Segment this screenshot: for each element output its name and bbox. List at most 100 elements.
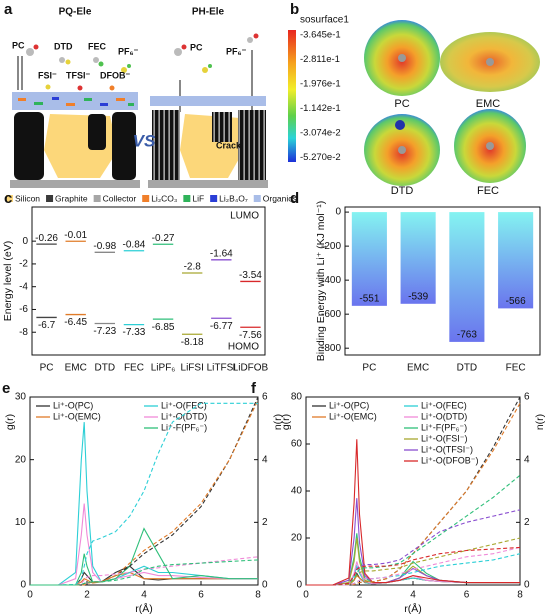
x-tick-label: PC — [362, 363, 376, 374]
x-tick-label: 4 — [410, 590, 416, 601]
panel-label: f — [251, 380, 257, 397]
scene-title: PQ-Ele — [59, 7, 92, 18]
y-tick-label: 30 — [15, 392, 27, 403]
y-tick-label: -6 — [19, 304, 28, 315]
molecule-label: DTD — [391, 185, 414, 197]
bar — [498, 212, 534, 309]
x-tick-label: FEC — [124, 363, 144, 374]
value-label: -7.56 — [239, 330, 262, 341]
y-tick-label: -4 — [19, 281, 28, 292]
colorbar — [288, 30, 296, 162]
x-tick-label: 4 — [141, 590, 147, 601]
y2-tick-label: 0 — [524, 580, 530, 591]
colorbar-title: sosurface1 — [300, 15, 349, 26]
colorbar-tick: -1.976e-1 — [300, 79, 341, 90]
n-curve — [30, 402, 258, 586]
y2-axis-label: n(r) — [534, 414, 546, 430]
legend-label: Li⁺-O(EMC) — [329, 411, 377, 421]
g-curve — [306, 439, 520, 586]
g-curve — [30, 527, 258, 586]
value-label: -2.8 — [184, 262, 202, 273]
panel-label: a — [4, 1, 13, 18]
legend: Silicon Graphite Collector Li₂CO₃ LiF Li₂B₄O₇… — [6, 193, 297, 203]
x-tick-label: LiDFOB — [233, 363, 269, 374]
value-label: -0.98 — [93, 241, 116, 252]
x-tick-label: DTD — [457, 363, 478, 374]
x-tick-label: 8 — [255, 590, 261, 601]
y-tick-label: 20 — [291, 533, 303, 544]
n-curve — [306, 396, 521, 586]
y-tick-label: 0 — [20, 580, 26, 591]
g-curve — [306, 498, 520, 586]
colorbar-tick: -1.142e-1 — [300, 103, 341, 114]
legend-label: LiF — [192, 193, 204, 203]
n-curve — [306, 537, 521, 586]
panel-label: c — [4, 190, 12, 207]
y-axis-label: g(r) — [4, 414, 16, 430]
value-label: -6.7 — [38, 320, 56, 331]
legend-label: Li⁺-O(DTD) — [161, 411, 207, 421]
legend-label: Graphite — [55, 193, 88, 203]
panel-label: d — [290, 190, 299, 207]
species-label: PC — [190, 42, 203, 52]
y-axis-label: Energy level (eV) — [2, 241, 14, 322]
value-label: -763 — [457, 330, 477, 341]
value-label: -0.84 — [123, 239, 146, 250]
y-tick-label: 10 — [15, 517, 27, 528]
y-tick-label: 60 — [291, 439, 303, 450]
y-tick-label: 0 — [22, 236, 28, 247]
vs-label: VS — [133, 131, 156, 150]
x-tick-label: PC — [40, 363, 54, 374]
x-tick-label: LiPF₆ — [151, 363, 176, 374]
bar — [400, 212, 436, 304]
y-tick-label: 80 — [291, 392, 303, 403]
n-curve — [30, 559, 259, 586]
species-label: FEC — [88, 41, 107, 51]
y-tick-label: -200 — [321, 241, 341, 252]
molecule-label: PC — [394, 98, 409, 110]
legend-label: Li⁺-O(FSI⁻) — [421, 433, 468, 443]
species-label: FSI⁻ — [38, 70, 57, 80]
legend-label: Li⁺-O(PC) — [329, 400, 369, 410]
value-label: -6.85 — [152, 322, 175, 333]
value-label: -7.23 — [93, 326, 116, 337]
panel-label: b — [290, 1, 299, 18]
panel-label: e — [2, 380, 10, 397]
species-label: TFSI⁻ — [66, 70, 90, 80]
value-label: -3.54 — [239, 270, 262, 281]
legend-label: Li⁺-O(FEC) — [161, 400, 207, 410]
n-curve — [306, 546, 521, 586]
legend-label: Li⁺-O(TFSI⁻) — [421, 444, 473, 454]
bar — [449, 212, 485, 342]
value-label: -566 — [506, 296, 526, 307]
legend-label: Li⁺-F(PF₆⁻) — [161, 422, 207, 432]
y-axis-label: g(r) — [280, 414, 292, 430]
legend-label: Li⁺-O(PC) — [53, 400, 93, 410]
x-tick-label: 0 — [27, 590, 33, 601]
value-label: -0.01 — [64, 230, 87, 241]
x-tick-label: LiTFSI — [207, 363, 236, 374]
x-tick-label: DTD — [95, 363, 116, 374]
value-label: -7.33 — [123, 327, 146, 338]
value-label: -0.27 — [152, 233, 175, 244]
legend-label: Collector — [103, 193, 137, 203]
legend-swatch — [210, 195, 218, 202]
axes-frame — [31, 206, 266, 356]
n-curve — [306, 474, 521, 586]
crack-label: Crack — [216, 140, 242, 150]
y-tick-label: 40 — [291, 486, 303, 497]
y-axis-label: Binding Energy with Li⁺ (KJ mol⁻¹) — [315, 201, 327, 361]
y-tick-label: 0 — [296, 580, 302, 591]
y2-tick-label: 4 — [262, 454, 268, 465]
y2-tick-label: 6 — [524, 392, 530, 403]
n-curve — [30, 396, 259, 586]
axes-frame — [29, 396, 259, 586]
y2-axis-label: n(r) — [272, 414, 284, 430]
left-electrode — [10, 92, 140, 188]
colorbar-tick: -2.811e-1 — [300, 54, 340, 65]
species-label: PC — [12, 40, 25, 50]
legend-swatch — [6, 195, 13, 202]
legend-label: Silicon — [15, 193, 40, 203]
species-label: PF₆⁻ — [118, 46, 139, 56]
